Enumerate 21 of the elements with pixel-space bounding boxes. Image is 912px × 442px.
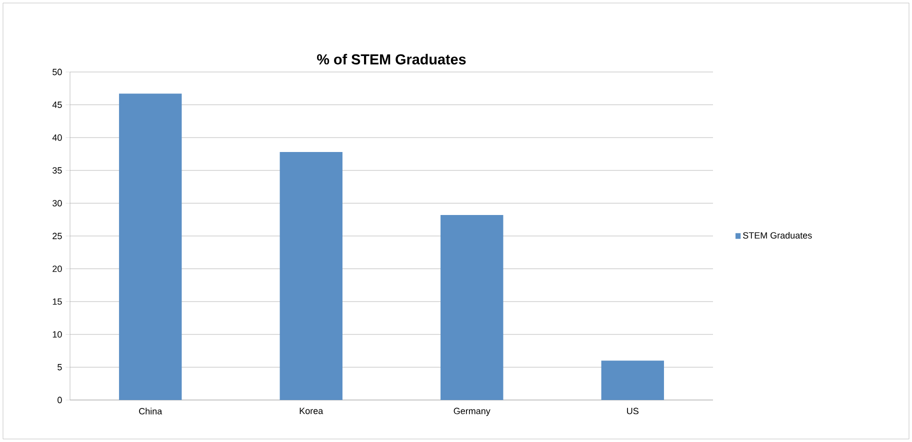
- x-tick-label: US: [627, 408, 638, 414]
- y-tick-label: 25: [52, 232, 62, 240]
- bar: [601, 360, 664, 400]
- x-tick-label: China: [139, 408, 162, 414]
- y-tick-label: 50: [52, 68, 62, 76]
- y-tick-label: 15: [52, 298, 62, 305]
- y-tick-label: 5: [58, 364, 62, 370]
- y-tick-label: 0: [58, 396, 62, 404]
- y-tick-label: 10: [52, 331, 62, 338]
- bar: [119, 94, 182, 400]
- bar: [280, 152, 342, 400]
- chart-title: % of STEM Graduates: [317, 54, 466, 64]
- x-tick-label: Germany: [454, 408, 490, 416]
- y-tick-label: 40: [52, 134, 62, 141]
- y-tick-label: 30: [52, 200, 62, 206]
- bar: [440, 215, 504, 400]
- y-tick-label: 20: [52, 266, 62, 272]
- legend-label: STEM Graduates: [743, 232, 812, 239]
- y-tick-label: 35: [52, 167, 62, 174]
- x-tick-label: Korea: [300, 408, 324, 414]
- y-tick-label: 45: [52, 102, 62, 108]
